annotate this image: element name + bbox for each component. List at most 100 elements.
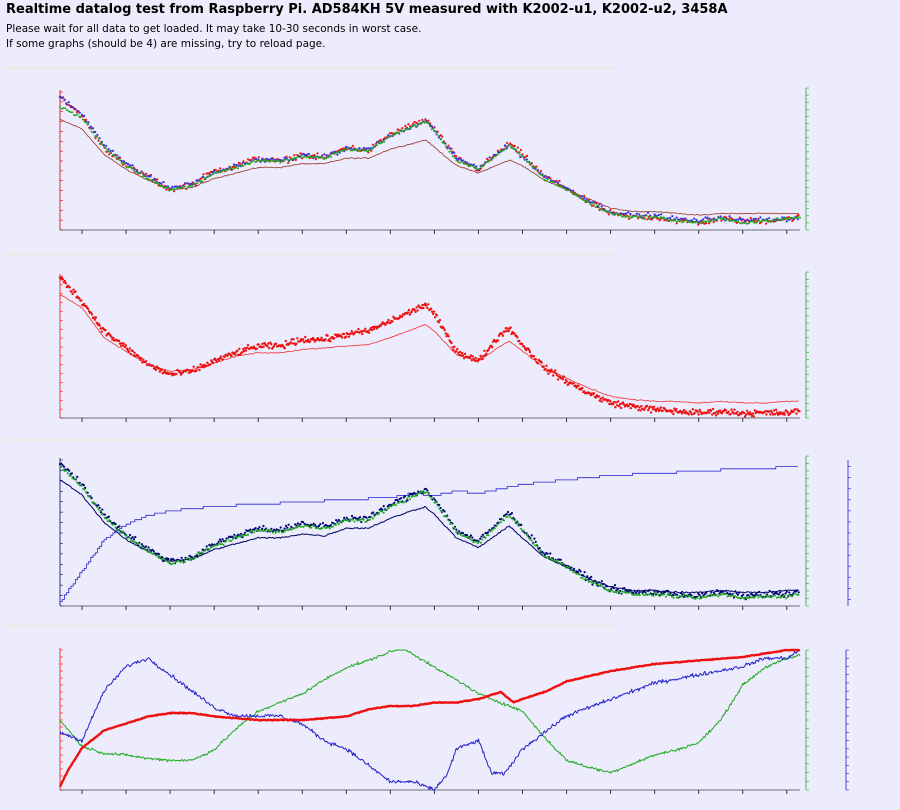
data-point	[475, 165, 478, 168]
data-point	[797, 593, 800, 596]
data-point	[257, 530, 260, 532]
data-point	[132, 538, 136, 541]
data-point	[329, 340, 332, 343]
data-point	[67, 110, 70, 113]
data-point	[121, 344, 125, 347]
data-point	[534, 358, 537, 361]
data-point	[555, 184, 558, 187]
data-point	[407, 308, 411, 312]
data-point	[409, 126, 412, 129]
data-point	[656, 216, 659, 219]
data-point	[350, 514, 354, 518]
data-point	[367, 518, 370, 521]
data-point	[468, 163, 471, 166]
data-point	[312, 155, 315, 158]
data-point	[691, 408, 694, 411]
data-point	[335, 335, 339, 338]
data-point	[365, 516, 368, 519]
data-point	[521, 153, 524, 156]
data-point	[636, 590, 639, 593]
data-point	[575, 572, 578, 575]
data-point	[691, 596, 694, 599]
data-point	[308, 526, 311, 529]
data-point	[257, 343, 260, 346]
data-point	[694, 598, 697, 600]
data-point	[124, 344, 128, 347]
data-point	[746, 218, 749, 221]
data-point	[707, 409, 710, 412]
data-point	[526, 534, 529, 537]
data-point	[140, 545, 143, 548]
data-point	[372, 327, 376, 331]
data-point	[421, 118, 424, 121]
data-point	[61, 464, 64, 467]
data-point	[790, 217, 793, 220]
data-point	[485, 160, 488, 163]
data-point	[409, 498, 411, 501]
data-point	[483, 349, 486, 352]
data-point	[214, 171, 216, 174]
data-point	[356, 519, 359, 522]
data-point	[720, 219, 723, 222]
data-point	[613, 400, 616, 404]
data-point	[698, 597, 701, 600]
data-point	[123, 533, 126, 536]
data-point	[125, 534, 128, 537]
data-point	[555, 560, 558, 563]
data-point	[584, 199, 586, 202]
data-point	[70, 472, 73, 475]
data-point	[580, 197, 583, 200]
data-point	[287, 529, 290, 532]
data-point	[467, 535, 470, 538]
data-point	[365, 520, 368, 523]
data-point	[217, 542, 220, 545]
data-point	[104, 147, 107, 150]
data-point	[63, 279, 66, 283]
data-point	[255, 347, 258, 350]
data-point	[715, 594, 718, 596]
data-point	[203, 177, 206, 180]
data-point	[606, 585, 609, 588]
data-point	[730, 408, 733, 411]
data-point	[478, 358, 481, 361]
data-point	[381, 510, 384, 513]
data-point	[680, 412, 684, 415]
data-point	[68, 469, 71, 472]
data-point	[663, 216, 666, 219]
data-point	[525, 158, 529, 161]
data-point	[293, 527, 296, 530]
data-point	[86, 307, 90, 310]
data-point	[615, 401, 618, 404]
data-point	[256, 159, 259, 162]
data-point	[122, 530, 125, 533]
data-point	[374, 144, 377, 147]
data-point	[646, 404, 649, 408]
data-point	[677, 219, 680, 222]
data-point	[345, 516, 348, 519]
data-point	[717, 589, 720, 593]
data-point	[126, 536, 129, 539]
data-point	[530, 534, 533, 537]
data-point	[89, 497, 92, 500]
data-point	[429, 125, 431, 128]
data-point	[322, 525, 325, 528]
data-point	[533, 544, 536, 547]
data-point	[245, 162, 248, 165]
series-green	[59, 465, 800, 600]
data-point	[242, 348, 245, 351]
data-point	[108, 519, 111, 522]
data-point	[247, 533, 250, 536]
data-point	[627, 211, 630, 214]
data-point	[96, 133, 99, 136]
data-point	[794, 592, 797, 594]
data-point	[535, 165, 538, 168]
reload-note: If some graphs (should be 4) are missing…	[6, 38, 326, 50]
data-point	[173, 562, 176, 565]
data-point	[298, 156, 301, 159]
data-point	[562, 375, 566, 378]
data-point	[546, 552, 549, 555]
data-point	[399, 500, 402, 503]
data-point	[673, 219, 676, 222]
data-point	[165, 559, 168, 562]
data-point	[282, 531, 285, 534]
